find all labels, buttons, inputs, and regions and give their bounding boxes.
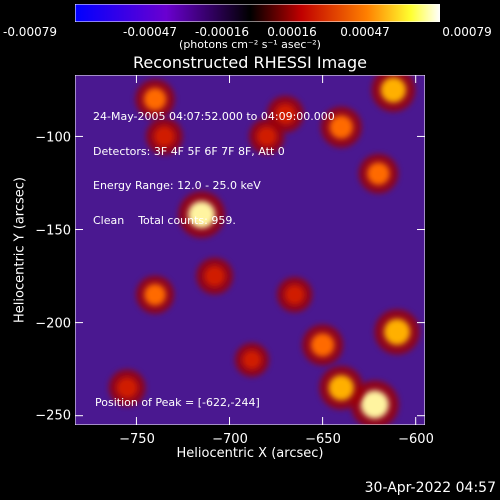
detectors-text: Detectors: 3F 4F 5F 6F 7F 8F, Att 0 xyxy=(93,144,285,158)
bright-region xyxy=(153,126,175,147)
colorbar-tick-label: -0.00047 xyxy=(123,25,177,39)
y-axis-label: Heliocentric Y (arcsec) xyxy=(12,177,28,323)
colorbar xyxy=(75,4,440,22)
x-tick-label: −600 xyxy=(398,432,434,447)
y-tick-labels: −100 −150 −200 −250 xyxy=(0,75,71,425)
x-tick-label: −750 xyxy=(119,432,155,447)
bright-region xyxy=(188,201,216,229)
bright-region xyxy=(144,283,166,306)
chart-title: Reconstructed RHESSI Image xyxy=(133,53,367,72)
bright-region xyxy=(328,375,354,401)
x-tick-label: −650 xyxy=(305,432,341,447)
x-axis-label: Heliocentric X (arcsec) xyxy=(176,446,324,461)
y-tick-label: −250 xyxy=(35,408,71,424)
x-tick-label: −700 xyxy=(212,432,248,447)
bright-region xyxy=(274,103,296,125)
bright-region xyxy=(360,390,389,419)
axes-ticks xyxy=(75,75,425,425)
y-tick-label: −200 xyxy=(35,316,71,332)
colorbar-tick-label: -0.00016 xyxy=(195,25,249,39)
colorbar-ticks: -0.00079 -0.00047 -0.00016 0.00016 0.000… xyxy=(0,25,500,39)
colorbar-tick-label: 0.00047 xyxy=(340,25,390,39)
colorbar-tick-label: -0.00079 xyxy=(3,25,57,39)
bright-region xyxy=(310,333,335,357)
y-tick-label: −150 xyxy=(35,223,71,239)
bright-region xyxy=(383,318,411,346)
time-range-text: 24-May-2005 04:07:52.000 to 04:09:00.000 xyxy=(93,110,335,123)
clean-counts-text: Clean Total counts: 959. xyxy=(93,213,236,227)
bright-region xyxy=(116,377,138,399)
y-tick-label: −100 xyxy=(35,130,71,146)
bright-regions xyxy=(108,75,420,425)
bright-region xyxy=(143,87,167,111)
bright-region xyxy=(380,77,407,103)
colorbar-tick-label: 0.00079 xyxy=(442,25,492,39)
heatmap-plot xyxy=(75,75,425,425)
timestamp: 30-Apr-2022 04:57 xyxy=(364,480,496,496)
colorbar-unit-label: (photons cm⁻² s⁻¹ asec⁻²) xyxy=(179,38,321,51)
colorbar-tick-label: 0.00016 xyxy=(267,25,317,39)
x-tick-labels: −750 −700 −650 −600 xyxy=(75,432,434,448)
bright-region xyxy=(329,115,353,139)
bright-region xyxy=(284,284,305,305)
observation-info: 24-May-2005 04:07:52.000 to 04:09:00.000… xyxy=(93,88,335,238)
peak-position-text: Position of Peak = [-622,-244] xyxy=(95,396,260,409)
energy-range-text: Energy Range: 12.0 - 25.0 keV xyxy=(93,179,261,192)
bright-region xyxy=(204,265,226,287)
bright-region xyxy=(242,350,262,370)
bright-region xyxy=(256,126,277,147)
bright-region xyxy=(367,162,390,185)
